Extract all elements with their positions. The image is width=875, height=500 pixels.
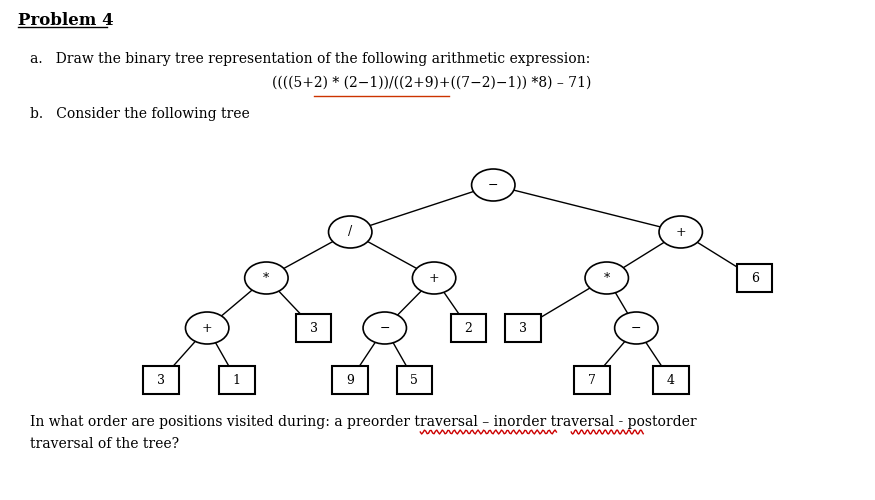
Ellipse shape [412, 262, 456, 294]
Text: 7: 7 [588, 374, 596, 386]
Text: ((((5+2) * (2−1))/((2+9)+((7−2)−1)) *8) – 71): ((((5+2) * (2−1))/((2+9)+((7−2)−1)) *8) … [272, 76, 592, 90]
Ellipse shape [585, 262, 628, 294]
FancyBboxPatch shape [653, 366, 689, 394]
Text: 1: 1 [233, 374, 241, 386]
FancyBboxPatch shape [219, 366, 255, 394]
Text: traversal of the tree?: traversal of the tree? [30, 437, 178, 451]
Text: 3: 3 [157, 374, 164, 386]
Ellipse shape [245, 262, 288, 294]
Text: In what order are positions visited during: a preorder traversal – inorder trave: In what order are positions visited duri… [30, 415, 696, 429]
Text: *: * [263, 272, 270, 284]
Ellipse shape [363, 312, 407, 344]
Text: 9: 9 [346, 374, 354, 386]
Text: 3: 3 [310, 322, 318, 334]
Ellipse shape [472, 169, 515, 201]
Text: +: + [429, 272, 439, 284]
Text: 2: 2 [465, 322, 472, 334]
FancyBboxPatch shape [737, 264, 773, 292]
Text: 5: 5 [410, 374, 418, 386]
Text: +: + [202, 322, 213, 334]
Text: /: / [348, 226, 353, 238]
Text: +: + [676, 226, 686, 238]
FancyBboxPatch shape [296, 314, 332, 342]
FancyBboxPatch shape [143, 366, 178, 394]
FancyBboxPatch shape [505, 314, 541, 342]
Text: 3: 3 [519, 322, 527, 334]
Text: −: − [380, 322, 390, 334]
Text: a.   Draw the binary tree representation of the following arithmetic expression:: a. Draw the binary tree representation o… [30, 52, 590, 66]
Text: *: * [604, 272, 610, 284]
FancyBboxPatch shape [396, 366, 432, 394]
Text: −: − [631, 322, 641, 334]
Text: Problem 4: Problem 4 [18, 12, 114, 29]
Ellipse shape [659, 216, 703, 248]
FancyBboxPatch shape [332, 366, 368, 394]
Text: 4: 4 [667, 374, 675, 386]
Ellipse shape [328, 216, 372, 248]
Text: 6: 6 [751, 272, 759, 284]
Text: −: − [488, 178, 499, 192]
FancyBboxPatch shape [451, 314, 486, 342]
Ellipse shape [614, 312, 658, 344]
Text: b.   Consider the following tree: b. Consider the following tree [30, 107, 249, 121]
Ellipse shape [186, 312, 229, 344]
FancyBboxPatch shape [574, 366, 610, 394]
